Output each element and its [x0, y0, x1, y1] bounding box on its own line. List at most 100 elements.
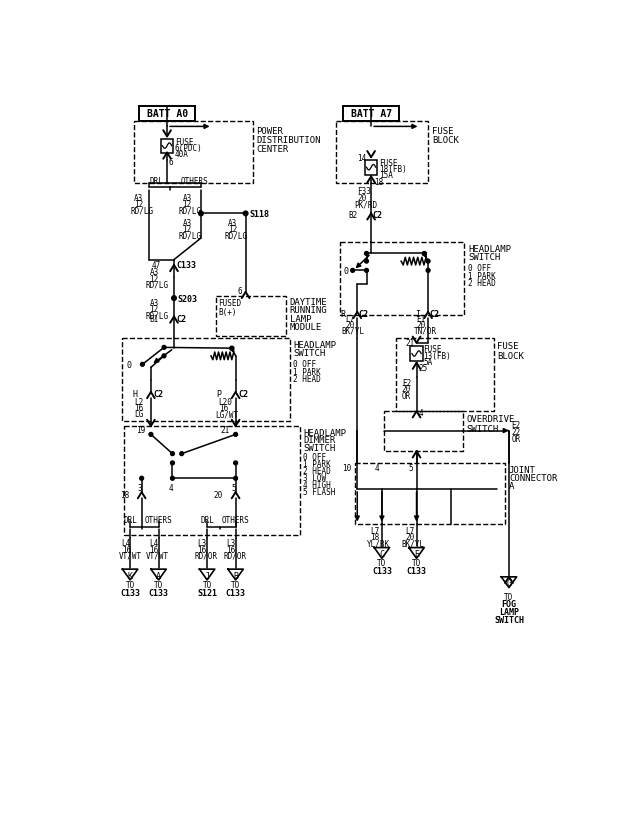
Text: RD/OR: RD/OR: [223, 551, 246, 560]
Text: A: A: [509, 482, 515, 491]
Text: 1 PARK: 1 PARK: [303, 460, 331, 469]
Circle shape: [140, 477, 143, 481]
Text: BLOCK: BLOCK: [497, 351, 524, 360]
Text: A3: A3: [149, 268, 159, 277]
Text: YL/BK: YL/BK: [367, 539, 390, 548]
Circle shape: [162, 354, 166, 359]
Text: A3: A3: [182, 219, 192, 228]
Circle shape: [365, 269, 369, 273]
Text: 3 LOW: 3 LOW: [303, 473, 326, 482]
Text: 20: 20: [346, 320, 355, 329]
Text: DAYTIME: DAYTIME: [289, 298, 327, 306]
Text: 25: 25: [419, 364, 428, 373]
Text: C133: C133: [148, 588, 168, 597]
Text: E2: E2: [511, 421, 520, 430]
Text: C133: C133: [226, 588, 246, 597]
Text: A: A: [156, 571, 161, 580]
Text: 19: 19: [136, 425, 145, 434]
Text: RD/OR: RD/OR: [194, 551, 217, 560]
Text: C2: C2: [176, 314, 186, 324]
Text: TO: TO: [504, 592, 513, 601]
Text: DRL: DRL: [124, 515, 138, 524]
Text: 12: 12: [149, 274, 159, 283]
Bar: [340, 242, 464, 316]
Circle shape: [230, 347, 234, 350]
Text: 4: 4: [419, 409, 424, 418]
Text: DRL: DRL: [201, 515, 215, 524]
Circle shape: [426, 260, 430, 263]
Circle shape: [426, 269, 430, 273]
Circle shape: [172, 297, 176, 301]
Text: C133: C133: [176, 260, 196, 269]
Text: 5: 5: [409, 463, 413, 472]
Text: PK/RD: PK/RD: [354, 201, 378, 209]
Text: 18: 18: [371, 533, 380, 542]
Text: I: I: [415, 309, 420, 319]
Text: B(+): B(+): [218, 308, 236, 316]
Text: 16: 16: [219, 404, 228, 412]
Text: DRL: DRL: [149, 176, 163, 186]
Text: SWITCH: SWITCH: [468, 252, 500, 262]
Text: C2: C2: [429, 309, 440, 319]
Text: B1: B1: [149, 314, 159, 324]
Text: RD/LG: RD/LG: [179, 232, 202, 240]
Text: C2: C2: [372, 212, 383, 220]
Text: LAMP: LAMP: [289, 314, 311, 324]
Circle shape: [198, 212, 204, 217]
Text: OR: OR: [511, 434, 520, 443]
Text: RD/LG: RD/LG: [130, 206, 153, 215]
Text: 5 FLASH: 5 FLASH: [303, 487, 336, 497]
Text: 18: 18: [120, 491, 129, 499]
Text: L7: L7: [405, 527, 414, 536]
Text: L3: L3: [197, 539, 206, 548]
Bar: [355, 463, 505, 525]
Text: BATT A7: BATT A7: [351, 110, 392, 120]
Text: TN/OR: TN/OR: [413, 327, 436, 335]
Text: 22: 22: [511, 427, 520, 436]
Text: OR: OR: [402, 391, 411, 400]
Text: BK/YL: BK/YL: [401, 539, 424, 548]
Text: 15A: 15A: [379, 171, 393, 181]
Text: FUSE: FUSE: [175, 137, 193, 146]
Text: TO: TO: [231, 580, 240, 589]
Text: J: J: [205, 571, 210, 580]
Circle shape: [234, 461, 237, 466]
Text: C2: C2: [238, 390, 248, 399]
Text: SWITCH: SWITCH: [494, 615, 524, 624]
Circle shape: [351, 269, 355, 273]
Text: 0: 0: [127, 360, 132, 370]
Text: 4: 4: [374, 463, 379, 472]
Circle shape: [180, 452, 184, 456]
Text: LAMP: LAMP: [499, 607, 519, 616]
Text: L4: L4: [122, 539, 131, 548]
Text: 1 PARK: 1 PARK: [468, 271, 496, 280]
Text: L2: L2: [134, 397, 143, 406]
Text: TO: TO: [202, 580, 212, 589]
Text: 47: 47: [152, 260, 161, 269]
Text: 20: 20: [417, 320, 426, 329]
Text: C133: C133: [406, 567, 426, 575]
Text: 20: 20: [402, 385, 411, 394]
Text: C133: C133: [120, 588, 140, 597]
Text: 6: 6: [168, 157, 173, 166]
Text: L7: L7: [346, 314, 355, 324]
Text: CENTER: CENTER: [257, 145, 289, 154]
Bar: [396, 339, 494, 412]
Text: MODULE: MODULE: [289, 323, 322, 332]
Text: RD/LG: RD/LG: [224, 232, 247, 240]
Bar: [216, 297, 285, 336]
Circle shape: [170, 461, 174, 466]
Text: TO: TO: [412, 558, 421, 568]
Text: C: C: [380, 549, 385, 558]
Text: 18(FB): 18(FB): [379, 165, 406, 174]
Text: 13(FB): 13(FB): [424, 351, 451, 360]
Text: BATT A0: BATT A0: [147, 110, 188, 120]
Text: RD/LG: RD/LG: [145, 311, 168, 320]
Text: C2: C2: [359, 309, 369, 319]
Text: SWITCH: SWITCH: [467, 424, 499, 433]
Bar: [384, 412, 463, 451]
Text: 0 OFF: 0 OFF: [293, 359, 316, 369]
Bar: [344, 106, 399, 122]
Circle shape: [170, 477, 174, 481]
Circle shape: [141, 363, 145, 367]
